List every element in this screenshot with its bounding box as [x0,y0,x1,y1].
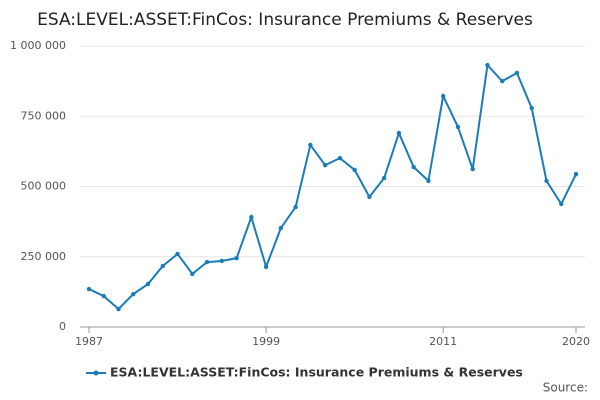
legend-label: ESA:LEVEL:ASSET:FinCos: Insurance Premiu… [110,365,523,380]
y-tick-label: 0 [59,320,66,333]
point [86,286,92,292]
chart-title: ESA:LEVEL:ASSET:FinCos: Insurance Premiu… [37,10,533,30]
x-tick-label: 2020 [562,335,590,348]
point [234,255,239,261]
legend-marker [93,370,99,376]
line [88,62,577,311]
point [101,293,106,299]
point [160,263,165,269]
point [396,130,402,136]
point [514,70,520,76]
point [249,214,254,220]
point [352,167,357,173]
source: Source: [543,381,588,395]
point [337,155,343,161]
y-tick-label: 500 000 [21,180,67,193]
y-tick-label: 1 000 000 [10,39,66,52]
x-tick-label: 1987 [75,335,103,348]
point [411,164,416,170]
point [544,178,549,184]
point [455,124,461,130]
x-tick-label: 1999 [252,335,280,348]
point [500,78,505,84]
point [175,251,180,257]
y-tick-label: 250 000 [21,250,67,263]
point [381,175,387,181]
point [470,166,475,172]
point [293,204,298,210]
point [322,162,328,168]
point [426,178,431,184]
point [559,201,564,207]
point [131,291,136,297]
point [145,281,151,287]
point [573,171,579,177]
point [308,142,313,148]
point [116,306,121,312]
y-tick-label: 750 000 [21,109,67,122]
point [204,259,210,265]
point [367,194,372,200]
point [263,264,269,270]
point [219,258,225,264]
point [190,271,195,277]
point [278,225,284,231]
point [529,105,534,111]
point [485,62,490,68]
x-tick-label: 2011 [429,335,457,348]
point [440,93,446,99]
